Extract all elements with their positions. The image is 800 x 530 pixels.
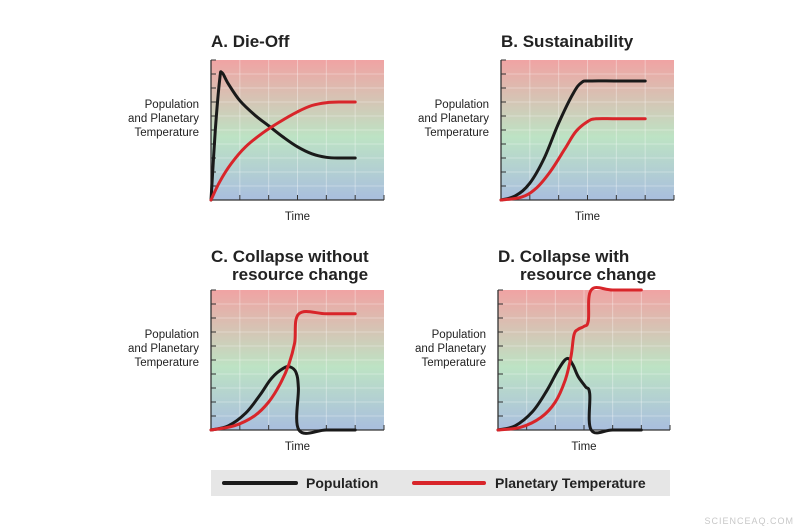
watermark: SCIENCEAQ.COM: [704, 516, 794, 526]
panel-title: C. Collapse without: [211, 247, 369, 266]
y-axis-label: Population: [145, 99, 199, 111]
y-axis-label: Temperature: [421, 357, 486, 369]
y-axis-label: and Planetary: [128, 343, 199, 355]
y-axis-label: Temperature: [424, 127, 489, 139]
y-axis-label: Population: [145, 329, 199, 341]
series-line-temperature: [499, 117, 647, 202]
legend-population-label: Population: [306, 475, 378, 491]
y-axis-label: and Planetary: [415, 343, 486, 355]
legend-temperature-label: Planetary Temperature: [495, 475, 646, 491]
panel-a: A. Die-Off Population and Planetary Tempera…: [128, 32, 385, 223]
plot-background: [211, 60, 384, 200]
series-line-temperature: [496, 286, 643, 432]
x-axis-label: Time: [285, 211, 310, 223]
panel-title-line2: resource change: [520, 265, 656, 284]
panel-b: B. Sustainability Population and Planetary…: [418, 32, 675, 223]
panel-title-line2: resource change: [232, 265, 368, 284]
series-line-population: [499, 79, 647, 202]
legend: Population Planetary Temperature: [211, 470, 670, 496]
plot-background: [498, 290, 670, 430]
y-axis-label: Temperature: [134, 127, 199, 139]
x-axis-label: Time: [285, 441, 310, 453]
y-axis-label: Temperature: [134, 357, 199, 369]
plot-background: [501, 60, 674, 200]
series-line-temperature: [209, 309, 357, 432]
x-axis-label: Time: [575, 211, 600, 223]
y-axis-label: and Planetary: [418, 113, 489, 125]
y-axis-label: Population: [432, 329, 486, 341]
y-axis-label: Population: [435, 99, 489, 111]
series-line-population: [209, 70, 357, 202]
panel-title: B. Sustainability: [501, 32, 634, 51]
y-axis-label: and Planetary: [128, 113, 199, 125]
panel-title: D. Collapse with: [498, 247, 629, 266]
series-line-temperature: [209, 100, 357, 202]
series-line-population: [496, 356, 643, 435]
x-axis-label: Time: [571, 441, 596, 453]
panel-title: A. Die-Off: [211, 32, 290, 51]
